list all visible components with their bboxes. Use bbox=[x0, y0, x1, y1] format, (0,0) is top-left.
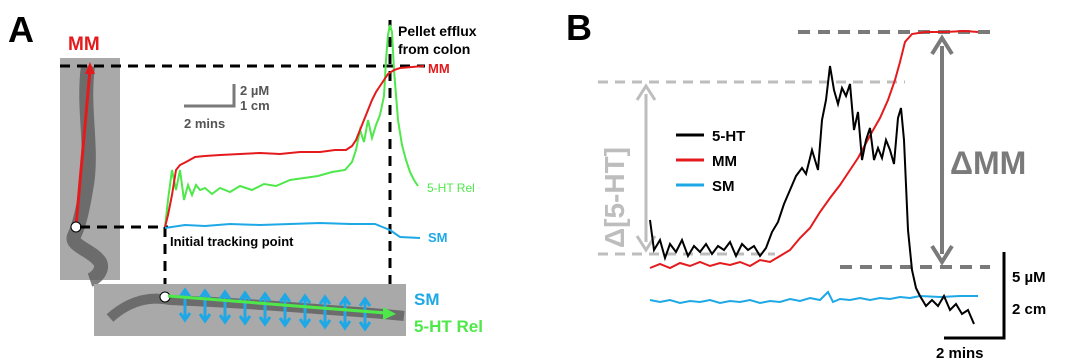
scale-bar-b bbox=[944, 252, 1006, 340]
trace-5ht-rel-a bbox=[164, 24, 419, 228]
mm-arrow-head bbox=[85, 62, 95, 74]
initial-tracking-label: Initial tracking point bbox=[170, 234, 294, 249]
trace-label-5ht-rel: 5-HT Rel bbox=[427, 181, 475, 195]
trace-5ht-b bbox=[649, 65, 975, 325]
panel-a-letter: A bbox=[8, 9, 34, 50]
legend-label-mm: MM bbox=[712, 153, 737, 170]
trace-label-sm: SM bbox=[428, 230, 448, 245]
scale-a-time: 2 mins bbox=[184, 116, 225, 131]
scale-b-conc: 5 µM bbox=[1012, 269, 1046, 286]
bottom-label-5ht-rel: 5-HT Rel bbox=[414, 317, 483, 336]
bottom-label-sm: SM bbox=[414, 290, 440, 309]
scale-a-conc: 2 µM bbox=[240, 83, 269, 98]
scale-b-dist: 2 cm bbox=[1012, 301, 1046, 318]
trace-label-mm: MM bbox=[428, 61, 450, 76]
legend-label-5ht: 5-HT bbox=[712, 128, 745, 145]
delta-mm-label: ΔMM bbox=[950, 145, 1026, 181]
5ht-rel-arrow-line bbox=[167, 294, 387, 315]
trace-sm-a bbox=[164, 221, 421, 239]
scale-a-dist: 1 cm bbox=[240, 98, 270, 113]
scale-bar-a bbox=[184, 84, 236, 108]
panel-b-letter: B bbox=[566, 7, 592, 48]
trace-mm-b bbox=[649, 29, 979, 270]
mm-tracking-line bbox=[74, 69, 92, 227]
delta-mm-arrow-bottom bbox=[930, 244, 954, 266]
trace-sm-b bbox=[649, 290, 978, 305]
sm-arrow-ticks bbox=[178, 287, 372, 332]
pellet-note-line2: from colon bbox=[398, 41, 470, 57]
scale-b-time: 2 mins bbox=[936, 345, 984, 362]
pellet-note-line1: Pellet efflux bbox=[398, 23, 477, 39]
5ht-rel-arrow-head bbox=[383, 307, 396, 320]
colon-tissue-vertical bbox=[66, 65, 108, 287]
delta-5ht-arrow-top bbox=[635, 83, 657, 101]
legend-label-sm: SM bbox=[712, 178, 735, 195]
delta-5ht-label: Δ[5-HT] bbox=[599, 147, 630, 248]
delta-mm-arrow-top bbox=[930, 34, 954, 56]
initial-point-marker bbox=[70, 221, 82, 233]
mm-title: MM bbox=[68, 34, 100, 55]
trace-mm-a bbox=[164, 65, 425, 228]
